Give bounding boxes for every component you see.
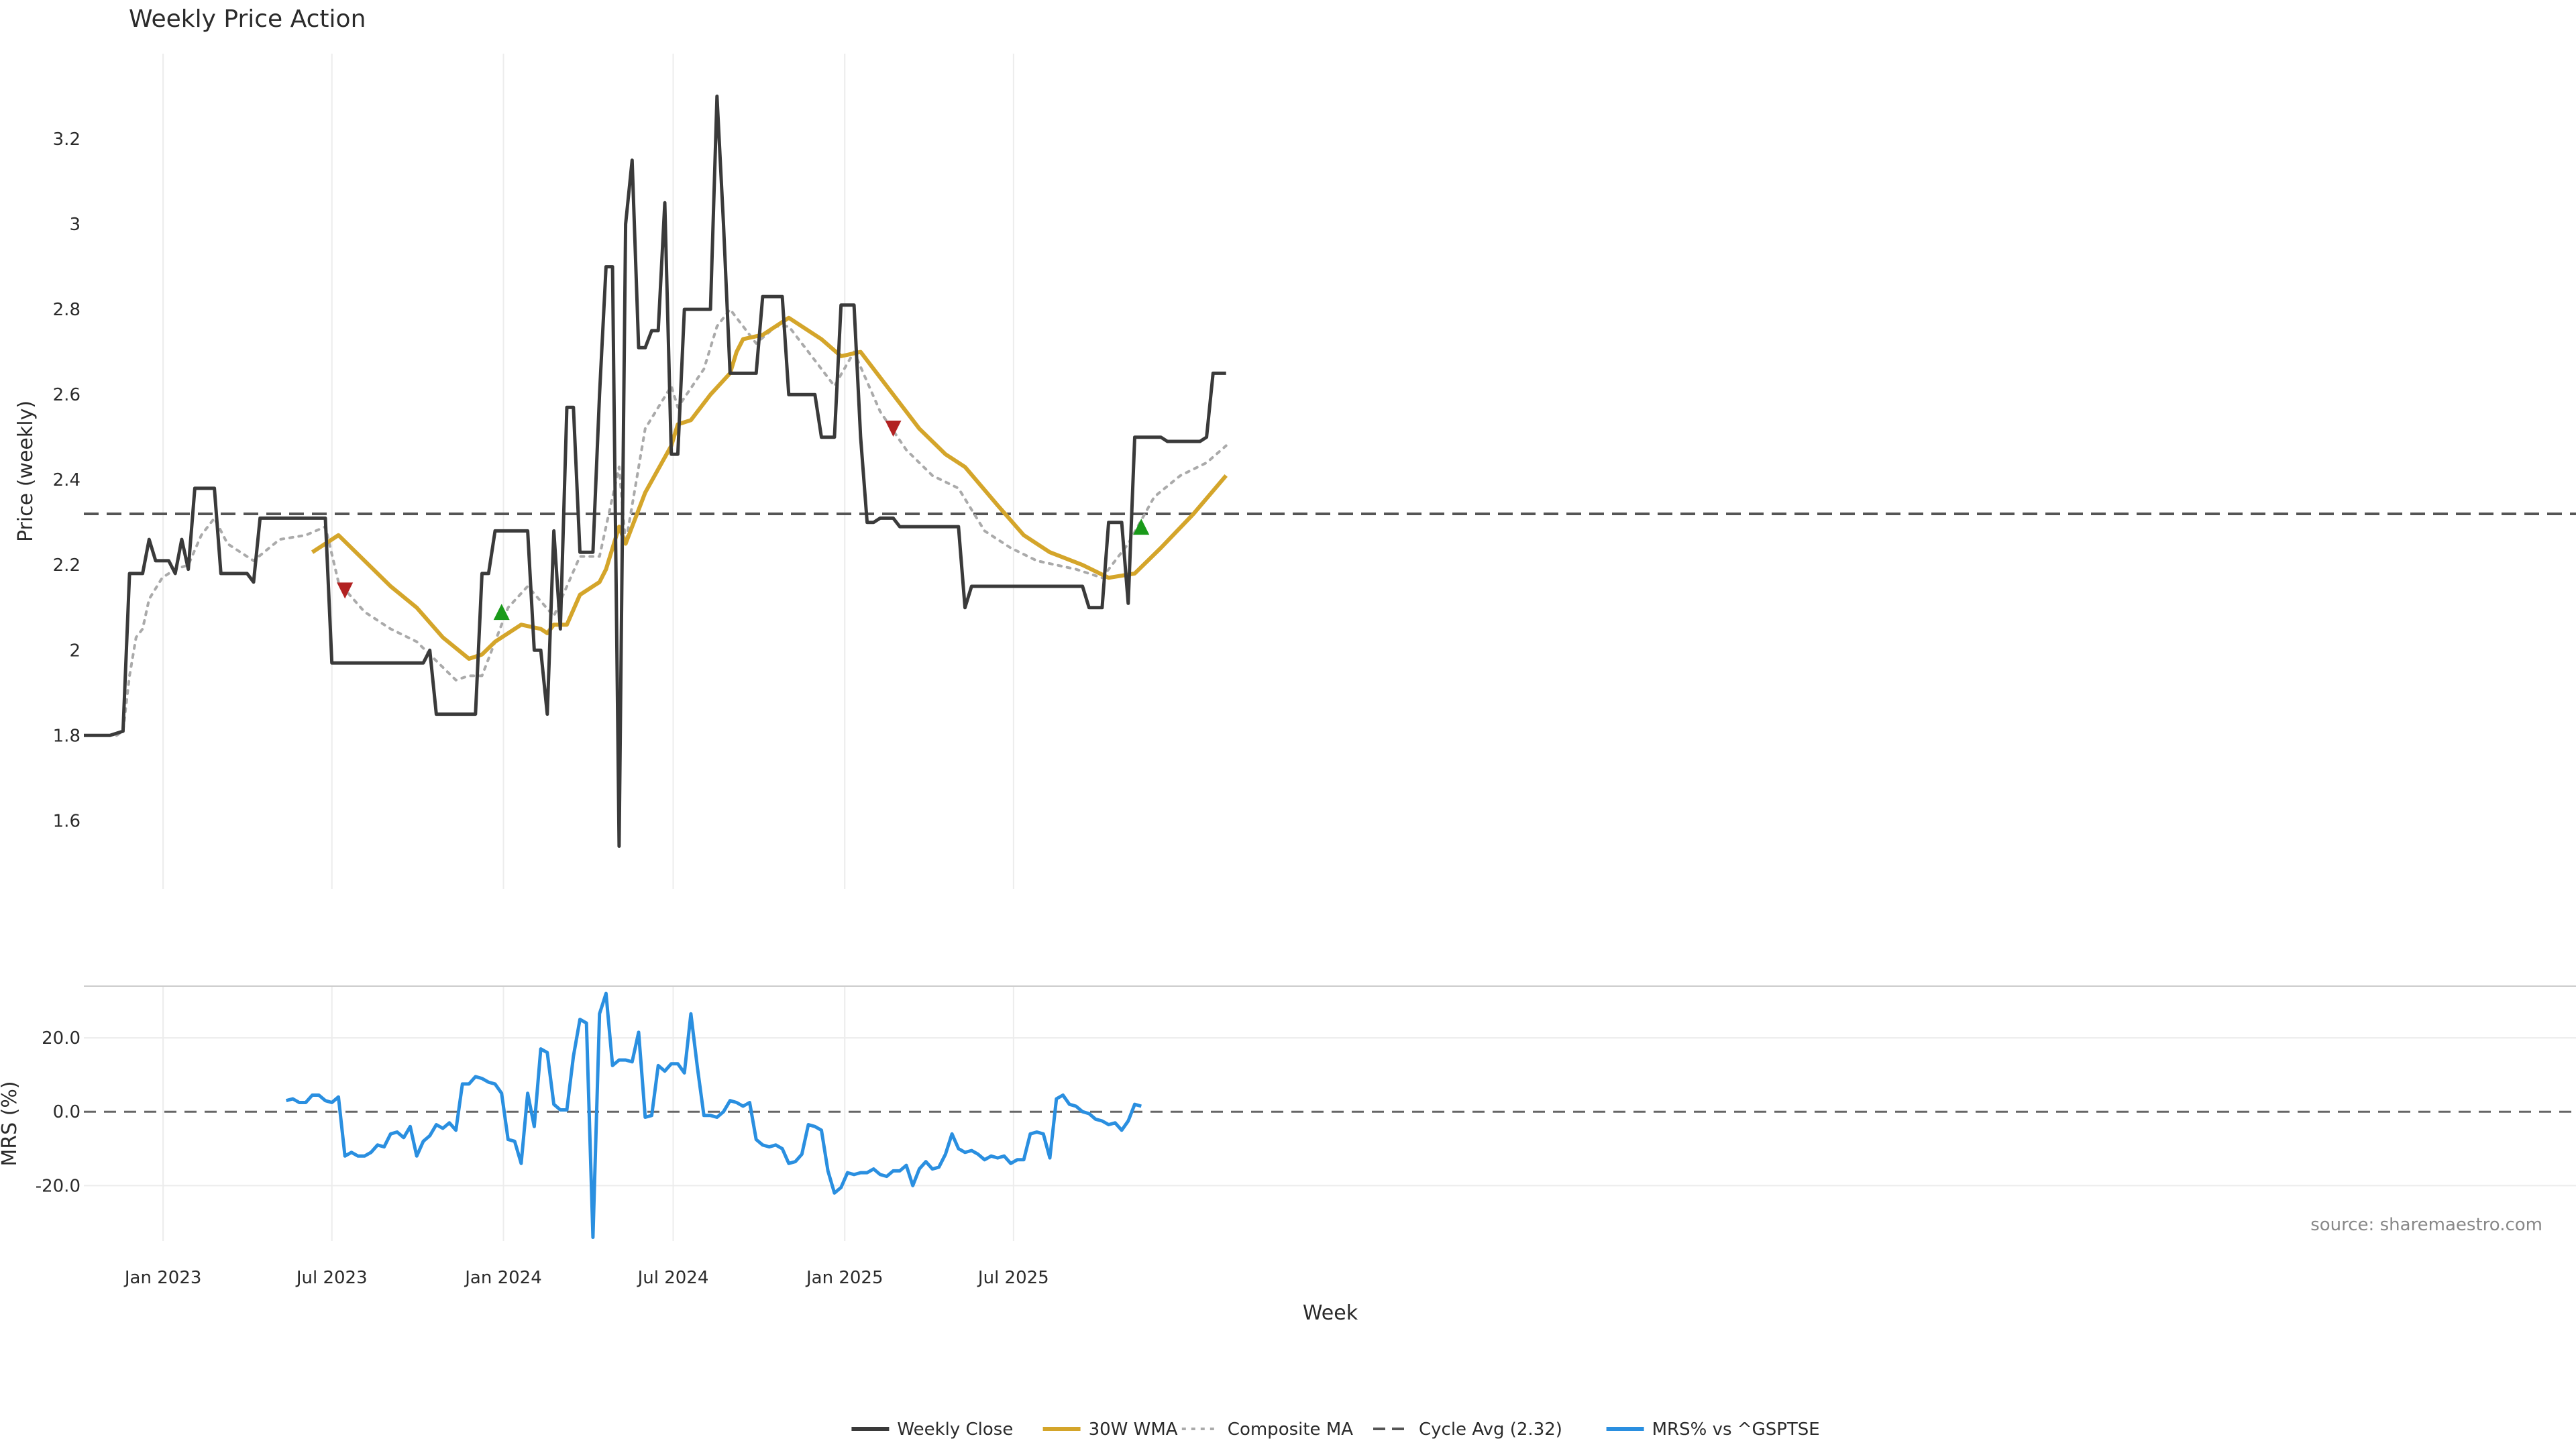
price-y-tick-label: 2.8 xyxy=(53,300,80,320)
legend-label: Composite MA xyxy=(1228,1419,1353,1440)
legend-label: Weekly Close xyxy=(897,1419,1013,1440)
x-tick-label: Jul 2025 xyxy=(977,1268,1049,1288)
buy-signal-marker xyxy=(493,604,510,621)
mrs-panel: -20.0 0.0 20.0 MRS (%) xyxy=(0,985,2576,1241)
x-tick-label: Jan 2025 xyxy=(805,1268,883,1288)
sell-signal-marker xyxy=(337,582,354,599)
source-note: source: sharemaestro.com xyxy=(2310,1215,2542,1235)
x-tick-label: Jul 2023 xyxy=(295,1268,368,1288)
legend-label: 30W WMA xyxy=(1089,1419,1178,1440)
composite-ma-line xyxy=(115,308,1228,737)
x-axis-label: Week xyxy=(1303,1301,1358,1325)
legend-label: Cycle Avg (2.32) xyxy=(1419,1419,1562,1440)
mrs-y-tick-label: -20.0 xyxy=(36,1176,80,1196)
x-tick-label: Jan 2023 xyxy=(123,1268,202,1288)
mrs-line xyxy=(285,991,1142,1239)
x-tick-label: Jan 2024 xyxy=(464,1268,542,1288)
mrs-y-tick-label: 20.0 xyxy=(42,1028,80,1049)
price-y-tick-label: 1.6 xyxy=(53,811,80,831)
buy-signal-marker xyxy=(1133,519,1150,535)
price-y-axis-label: Price (weekly) xyxy=(14,400,38,542)
price-y-tick-label: 3 xyxy=(69,215,80,235)
legend-item: Composite MA xyxy=(1181,1419,1353,1440)
legend-item: Cycle Avg (2.32) xyxy=(1373,1419,1562,1440)
mrs-y-axis-label: MRS (%) xyxy=(0,1081,21,1166)
price-y-tick-label: 2 xyxy=(69,641,80,661)
price-panel: 1.6 1.8 2 2.2 2.4 2.6 2.8 3 3.2 Price (weekly) xyxy=(14,54,2576,889)
price-y-tick-label: 2.4 xyxy=(53,470,80,490)
mrs-y-tick-label: 0.0 xyxy=(53,1102,80,1122)
price-y-tick-label: 1.8 xyxy=(53,726,80,746)
legend-item: MRS% vs ^GSPTSE xyxy=(1606,1419,1820,1440)
legend-item: Weekly Close xyxy=(851,1419,1013,1440)
price-y-tick-label: 2.2 xyxy=(53,555,80,576)
legend: Weekly Close 30W WMA Composite MA Cycle Avg… xyxy=(851,1419,1820,1440)
legend-item: 30W WMA xyxy=(1042,1419,1178,1440)
legend-label: MRS% vs ^GSPTSE xyxy=(1652,1419,1820,1440)
weekly-close-line xyxy=(84,95,1226,848)
price-y-tick-label: 2.6 xyxy=(53,385,80,405)
chart-title: Weekly Price Action xyxy=(129,5,366,33)
wma-30w-line xyxy=(311,315,1228,661)
x-axis: Week Jan 2023 Jul 2023 Jan 2024 Jul 2024 Jan… xyxy=(123,1268,1358,1325)
sell-signal-marker xyxy=(885,420,902,437)
price-y-tick-label: 3.2 xyxy=(53,129,80,150)
x-tick-label: Jul 2024 xyxy=(637,1268,709,1288)
